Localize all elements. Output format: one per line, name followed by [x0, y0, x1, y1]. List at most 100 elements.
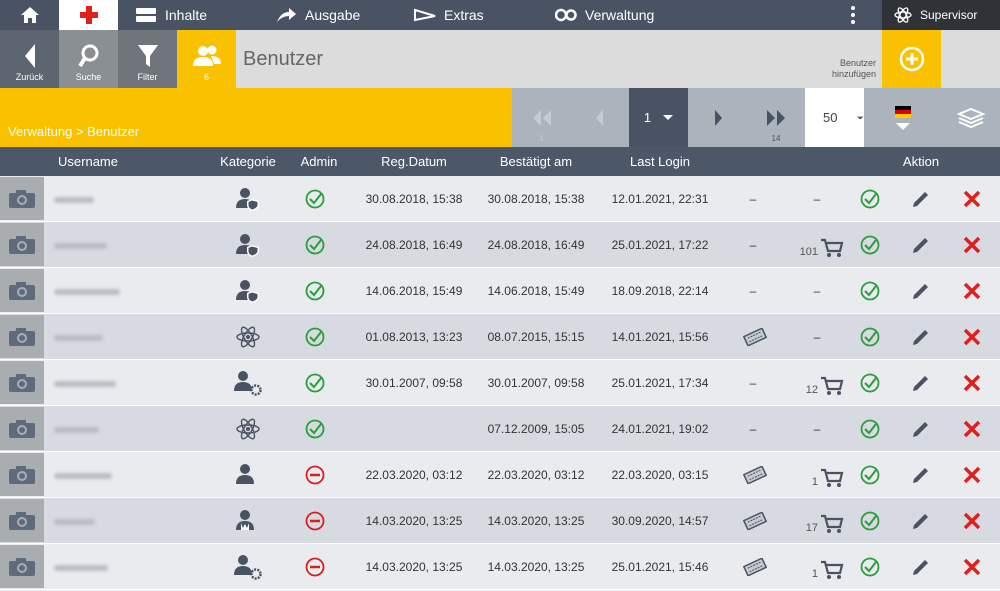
next-page-button[interactable] [688, 88, 747, 147]
username-blurred [54, 473, 112, 479]
nav-item[interactable]: Verwaltung [555, 0, 654, 30]
edit-icon [913, 514, 928, 529]
user-menu[interactable]: Supervisor [882, 0, 1000, 30]
delete-icon [963, 328, 981, 346]
status [848, 498, 892, 544]
delete-button[interactable] [950, 222, 994, 268]
avatar [0, 269, 44, 312]
delete-button[interactable] [950, 268, 994, 314]
delete-button[interactable] [950, 406, 994, 452]
column-header: Last Login [630, 154, 690, 169]
column-header: Admin [300, 154, 338, 169]
voucher [733, 314, 777, 360]
check-icon [860, 189, 880, 209]
confirmed-date: 14.03.2020, 13:25 [487, 560, 585, 574]
nav-icon [555, 8, 577, 22]
delete-icon [963, 374, 981, 392]
add-button[interactable] [882, 30, 941, 88]
current-page: 1 [643, 110, 652, 125]
edit-button[interactable] [899, 268, 943, 314]
confirmed-date: 24.08.2018, 16:49 [487, 238, 585, 252]
reg-date: 14.03.2020, 13:25 [365, 560, 463, 574]
layers-icon [956, 107, 985, 128]
last-page-button[interactable]: 14 [747, 88, 805, 147]
check-icon [860, 511, 880, 531]
column-header: Username [58, 154, 118, 169]
delete-button[interactable] [950, 498, 994, 544]
delete-button[interactable] [950, 360, 994, 406]
minus-icon [305, 511, 325, 531]
username-blurred [54, 381, 116, 387]
delete-button[interactable] [950, 314, 994, 360]
avatar [0, 453, 44, 496]
users-icon [192, 45, 221, 66]
table-header [0, 147, 1000, 176]
order-count: 1 [811, 476, 818, 488]
check-icon [305, 235, 325, 255]
avatar [0, 177, 44, 220]
current-page-select[interactable]: 1 [629, 88, 688, 147]
home-button[interactable] [0, 0, 59, 30]
avatar [0, 545, 44, 588]
search-button[interactable]: Suche [59, 30, 118, 88]
edit-button[interactable] [899, 498, 943, 544]
users-button[interactable]: 6 [177, 30, 236, 88]
minus-icon [305, 557, 325, 577]
kebab-icon [851, 6, 855, 24]
order-count: 101 [799, 246, 818, 258]
username-blurred [54, 289, 120, 295]
delete-button[interactable] [950, 544, 994, 590]
icon-wrap [0, 44, 59, 72]
delete-button[interactable] [950, 176, 994, 222]
category [226, 406, 270, 452]
nav-item[interactable]: Extras [414, 0, 484, 30]
edit-button[interactable] [899, 544, 943, 590]
edit-button[interactable] [899, 314, 943, 360]
camera-icon [9, 235, 35, 254]
delete-button[interactable] [950, 452, 994, 498]
edit-button[interactable] [899, 452, 943, 498]
admin-flag [293, 222, 337, 268]
red-cross-tab[interactable] [59, 0, 118, 30]
orders: 17 [780, 498, 844, 544]
last-login: 25.01.2021, 15:46 [611, 560, 709, 574]
voucher [733, 452, 777, 498]
edit-button[interactable] [899, 406, 943, 452]
filter-button[interactable]: Filter [118, 30, 177, 88]
edit-button[interactable] [899, 176, 943, 222]
cross-icon [79, 6, 98, 24]
prev-page-button[interactable] [571, 88, 629, 147]
admin-flag [293, 498, 337, 544]
cart-icon [821, 376, 844, 395]
voucher-icon [743, 512, 767, 530]
delete-icon [963, 512, 981, 530]
menu-kebab[interactable] [846, 4, 860, 26]
page-size-select[interactable]: 50 [805, 88, 864, 147]
camera-icon [9, 373, 35, 392]
back-button[interactable]: Zurück [0, 30, 59, 88]
last-login: 30.09.2020, 14:57 [611, 514, 709, 528]
edit-icon [913, 560, 928, 575]
layers-button[interactable] [941, 88, 1000, 147]
icon-wrap [59, 44, 118, 72]
category-icon [236, 464, 254, 484]
nav-item[interactable]: Inhalte [135, 0, 207, 30]
column-header: Bestätigt am [499, 154, 573, 169]
first-page-button[interactable]: 1 [512, 88, 571, 147]
edit-icon [913, 238, 928, 253]
status [848, 176, 892, 222]
language-button[interactable] [864, 88, 941, 147]
edit-button[interactable] [899, 360, 943, 406]
category [226, 222, 270, 268]
nav-item[interactable]: Ausgabe [275, 0, 360, 30]
username-blurred [54, 427, 99, 433]
orders: 12 [780, 360, 844, 406]
button-label: Filter [137, 72, 158, 82]
category [226, 452, 270, 498]
check-icon [305, 373, 325, 393]
edit-button[interactable] [899, 222, 943, 268]
camera-icon [9, 465, 35, 484]
edit-icon [913, 376, 928, 391]
check-icon [860, 327, 880, 347]
username-blurred [54, 565, 108, 571]
